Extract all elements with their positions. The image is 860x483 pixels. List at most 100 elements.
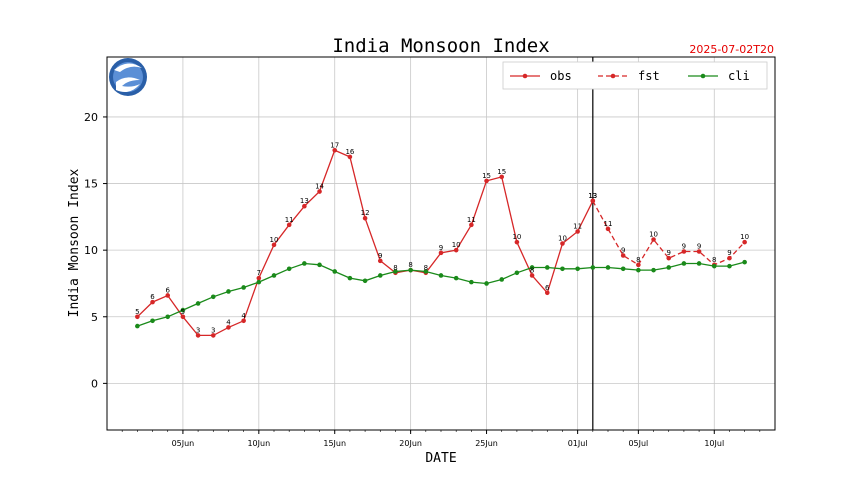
data-point-fst (681, 249, 687, 254)
data-point-obs (469, 222, 474, 228)
data-label-obs: 12 (361, 209, 370, 217)
issue-time-stamp: 2025-07-02T20 (689, 43, 774, 56)
data-label-obs: 13 (588, 192, 597, 200)
data-label-obs: 8 (393, 264, 397, 272)
data-point-obs (499, 174, 505, 180)
data-point-obs (241, 318, 246, 324)
chart-title: India Monsoon Index (332, 35, 549, 57)
x-tick-label: 01Jul (568, 439, 588, 448)
data-point-obs (210, 333, 216, 338)
data-label-obs: 4 (226, 318, 231, 326)
data-point-obs (362, 215, 368, 221)
data-point-cli (620, 266, 626, 272)
x-tick-label: 25Jun (475, 439, 498, 448)
data-label-obs: 14 (315, 183, 324, 191)
data-label-obs: 8 (530, 266, 534, 274)
legend: obs fst cli (502, 61, 768, 90)
data-point-cli (180, 307, 186, 313)
x-tick-label: 20Jun (399, 439, 422, 448)
data-point-obs (438, 250, 444, 256)
data-point-cli (226, 289, 231, 294)
data-point-cli (377, 273, 383, 278)
data-point-cli (727, 263, 732, 269)
y-tick-label: 0 (91, 377, 98, 390)
data-point-obs (135, 314, 140, 320)
data-point-cli (302, 261, 307, 266)
data-label-obs: 8 (424, 264, 428, 272)
series-layer (135, 147, 747, 338)
data-point-obs (180, 314, 186, 320)
data-label-obs: 10 (558, 235, 567, 243)
data-point-cli (742, 259, 747, 265)
data-point-cli (711, 263, 717, 269)
data-point-cli (484, 281, 489, 286)
data-label-obs: 5 (181, 308, 185, 316)
data-point-obs (226, 325, 231, 330)
data-label-obs: 10 (512, 233, 521, 241)
legend-label-fst: fst (638, 69, 660, 83)
data-point-obs (347, 154, 353, 160)
y-tick-label: 20 (84, 111, 98, 124)
data-point-obs (332, 147, 338, 153)
data-label-obs: 6 (165, 286, 170, 294)
data-label-obs: 13 (300, 197, 309, 205)
data-point-cli (241, 285, 246, 290)
data-point-obs (286, 222, 292, 228)
data-point-obs (453, 247, 459, 253)
data-point-obs (377, 258, 383, 264)
data-point-cli (469, 279, 474, 285)
data-point-cli (256, 279, 262, 285)
x-axis: 05Jun 10Jun 15Jun 20Jun 25Jun 01Jul 05Jul 10Jul (121, 430, 761, 448)
data-label-fst: 9 (697, 242, 701, 250)
data-point-fst (605, 226, 611, 232)
y-tick-label: 15 (84, 178, 98, 191)
grid (107, 57, 775, 430)
data-label-obs: 10 (452, 241, 461, 249)
data-point-fst (590, 198, 596, 204)
x-tick-label: 10Jun (247, 439, 270, 448)
data-point-cli (529, 265, 535, 270)
data-point-obs (484, 178, 489, 184)
data-point-cli (150, 318, 155, 324)
data-label-fst: 9 (682, 242, 686, 250)
data-point-cli (499, 277, 505, 282)
data-point-obs (560, 241, 565, 246)
legend-marker-cli (700, 73, 706, 79)
data-point-cli (362, 278, 368, 284)
data-point-obs (529, 273, 535, 278)
data-labels: 5 6 6 5 3 3 4 4 7 10 11 13 14 17 16 12 9 8 8 8 9 10 11 15 15 10 8 6… (135, 141, 749, 334)
y-tick-label: 10 (84, 244, 98, 257)
data-point-cli (165, 314, 171, 320)
data-point-cli (408, 267, 413, 273)
data-label-obs: 11 (467, 216, 476, 224)
data-label-fst: 8 (636, 256, 640, 264)
data-label-fst: 10 (649, 231, 658, 239)
data-point-cli (544, 265, 550, 270)
data-point-obs (271, 242, 277, 248)
series-line-obs (136, 149, 594, 337)
data-label-obs: 7 (257, 269, 261, 277)
weather-logo-icon (109, 58, 147, 96)
y-tick-label: 5 (91, 311, 98, 324)
data-label-fst: 11 (604, 220, 613, 228)
x-tick-label: 10Jul (704, 439, 724, 448)
data-label-obs: 16 (345, 148, 354, 156)
data-point-cli (651, 267, 656, 273)
legend-marker-fst (610, 73, 616, 79)
data-label-fst: 9 (727, 249, 731, 257)
data-point-cli (195, 301, 201, 306)
data-label-obs: 6 (545, 284, 550, 292)
data-label-fst: 10 (740, 233, 749, 241)
data-label-fst: 8 (712, 256, 716, 264)
data-label-obs: 4 (241, 312, 246, 320)
data-point-cli (605, 265, 611, 270)
data-point-cli (560, 266, 565, 272)
legend-box (502, 61, 768, 90)
data-point-obs (302, 203, 307, 209)
data-point-cli (514, 270, 520, 276)
x-axis-label: DATE (425, 451, 456, 466)
data-point-fst (651, 237, 656, 242)
data-point-cli (696, 261, 702, 266)
data-point-fst (636, 262, 641, 268)
data-point-obs (195, 333, 201, 338)
